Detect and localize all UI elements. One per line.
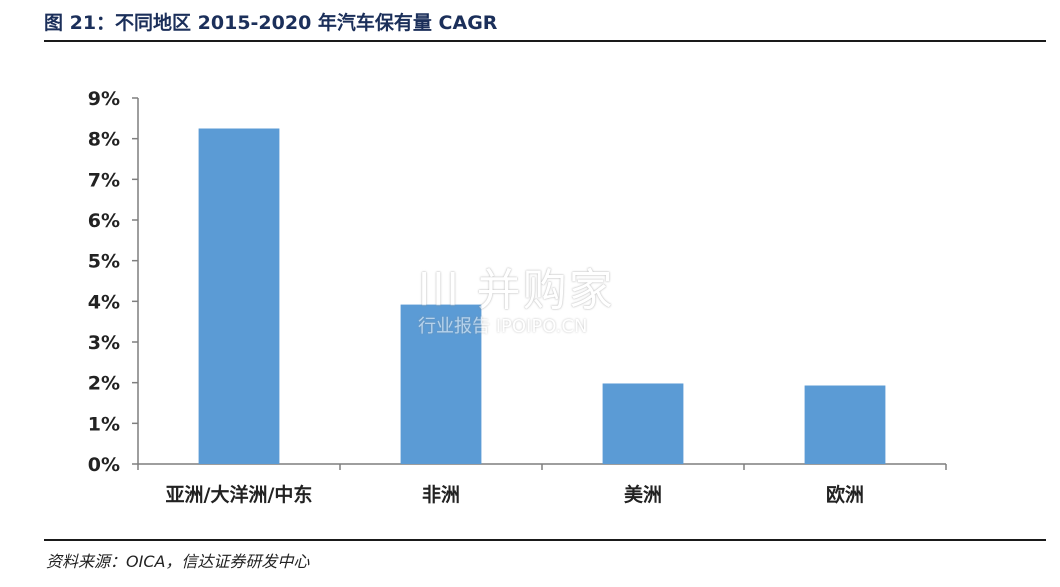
y-tick-label: 8%: [88, 129, 120, 151]
x-tick-label: 欧洲: [826, 483, 864, 506]
y-axis: 0% 1% 2% 3% 4% 5% 6% 7% 8% 9%: [88, 88, 139, 476]
x-tick-label: 美洲: [624, 483, 662, 506]
bar-3: [602, 383, 684, 464]
bar-1: [198, 128, 280, 464]
x-tick-label: 非洲: [422, 484, 460, 506]
y-tick-label: 5%: [88, 251, 120, 273]
bar-chart: 0% 1% 2% 3% 4% 5% 6% 7% 8% 9% 亚洲/大洋洲/中东 非洲 美洲 欧洲: [88, 88, 947, 506]
category-labels: 亚洲/大洋洲/中东 非洲 美洲 欧洲: [166, 483, 864, 506]
title-rule: [44, 40, 1046, 42]
source-note: 资料来源：OICA，信达证券研发中心: [46, 552, 310, 571]
source-rule: [44, 539, 1046, 541]
y-tick-label: 1%: [88, 413, 120, 435]
y-tick-label: 0%: [88, 454, 120, 476]
x-tick-label: 亚洲/大洋洲/中东: [166, 483, 313, 506]
y-tick-label: 6%: [88, 210, 120, 232]
bars: [198, 128, 886, 464]
figure-title: 图 21：不同地区 2015-2020 年汽车保有量 CAGR: [44, 12, 498, 34]
y-tick-label: 7%: [88, 169, 120, 191]
y-tick-label: 3%: [88, 332, 120, 354]
y-tick-label: 4%: [88, 291, 120, 313]
y-tick-label: 2%: [88, 373, 120, 395]
y-tick-label: 9%: [88, 88, 120, 110]
bar-2: [400, 304, 482, 464]
x-axis: [137, 463, 947, 470]
bar-4: [804, 385, 886, 464]
